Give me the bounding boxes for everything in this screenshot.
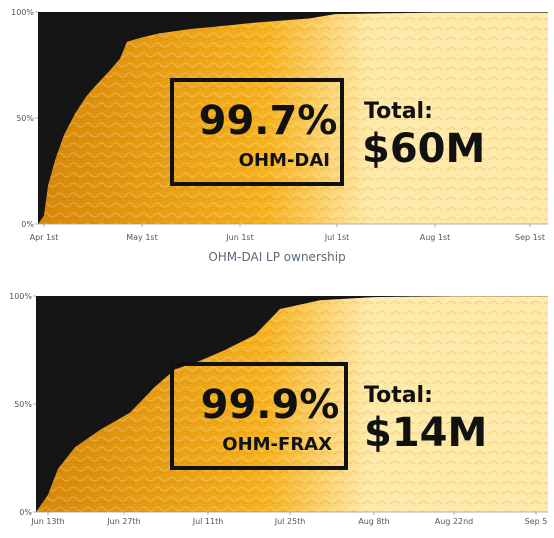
- lp-pair-label: OHM-FRAX: [222, 434, 332, 455]
- ohm-frax-area-chart: 0% 50% 100% Jun 13th Jun 27th Jul 11th Jul 25t…: [0, 284, 554, 538]
- x-tick-label: Aug 8th: [358, 517, 389, 526]
- x-tick-label: Sep 1st: [515, 233, 545, 242]
- x-tick-label: May 1st: [126, 233, 157, 242]
- y-tick-label: 50%: [14, 400, 32, 409]
- ohm-dai-chart-panel: 0% 50% 100% Apr 1st May 1st Jun 1st Jul 1st Aug…: [0, 0, 554, 250]
- ohm-frax-chart-panel: 0% 50% 100% Jun 13th Jun 27th Jul 11th Jul 25t…: [0, 284, 554, 538]
- x-tick-label: Jun 1st: [225, 233, 253, 242]
- x-tick-label: Jul 25th: [274, 517, 306, 526]
- chart-caption: OHM-DAI LP ownership: [0, 250, 554, 264]
- ownership-percentage: 99.7%: [199, 98, 338, 144]
- y-tick-label: 100%: [9, 292, 32, 301]
- x-tick-label: Jun 13th: [30, 517, 64, 526]
- y-tick-label: 0%: [19, 508, 32, 517]
- total-value: $60M: [362, 126, 485, 172]
- ownership-percentage: 99.9%: [201, 382, 340, 428]
- x-tick-label: Apr 1st: [30, 233, 59, 242]
- y-tick-label: 0%: [21, 220, 34, 229]
- ohm-dai-area-chart: 0% 50% 100% Apr 1st May 1st Jun 1st Jul 1st Aug…: [0, 0, 554, 250]
- lp-pair-label: OHM-DAI: [239, 150, 330, 171]
- x-tick-label: Aug 1st: [420, 233, 451, 242]
- x-tick-label: Sep 5: [525, 517, 548, 526]
- total-label: Total:: [364, 383, 433, 408]
- x-tick-label: Jul 11th: [192, 517, 224, 526]
- x-tick-label: Jul 1st: [324, 233, 350, 242]
- total-label: Total:: [364, 99, 433, 124]
- total-value: $14M: [364, 410, 487, 456]
- y-tick-label: 50%: [16, 114, 34, 123]
- y-tick-label: 100%: [11, 8, 34, 17]
- x-tick-label: Aug 22nd: [435, 517, 474, 526]
- x-tick-label: Jun 27th: [106, 517, 140, 526]
